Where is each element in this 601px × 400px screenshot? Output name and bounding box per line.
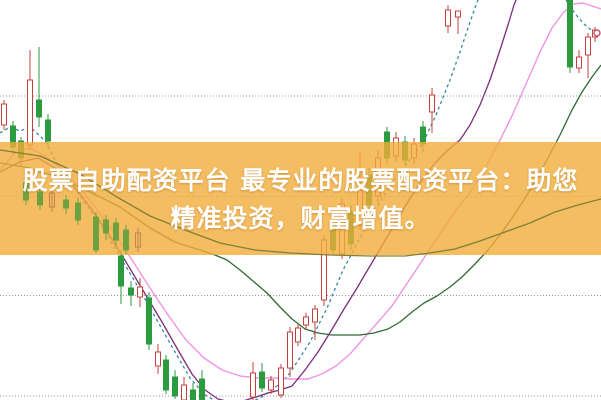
banner-art-candle-body [49, 192, 55, 208]
candle-body [429, 94, 435, 113]
candle-body [268, 379, 274, 391]
line-end-marker [593, 29, 601, 37]
banner-art-candle-body [123, 229, 129, 251]
candle-body [155, 351, 161, 367]
candle-body [303, 316, 309, 326]
candle-body [128, 287, 134, 296]
candle-body [45, 119, 51, 142]
candle-body [287, 331, 293, 369]
candle-body [445, 9, 451, 27]
candle-body [118, 255, 124, 287]
candle-body [420, 126, 426, 145]
candle-body [181, 384, 187, 400]
candle-body [576, 56, 582, 69]
candle-body [199, 378, 205, 400]
candle-body [585, 36, 591, 56]
banner-art-candle-body [93, 216, 99, 251]
candle-body [278, 367, 284, 396]
banner-art-candle-body [113, 222, 119, 241]
banner-art-candle-body [75, 202, 81, 221]
banner-art-candle-body [23, 182, 29, 201]
banner-art-candle-body [103, 219, 109, 234]
candle-body [259, 371, 265, 389]
candle-body [146, 297, 152, 345]
promo-banner-overlay [0, 142, 601, 255]
banner-art-candle-body [135, 232, 141, 248]
candle-body [250, 372, 256, 398]
candle-body [190, 389, 196, 400]
banner-art-candle-body [63, 199, 69, 209]
candle-body [172, 376, 178, 397]
candle-body [567, 0, 573, 68]
candle-body [1, 103, 7, 126]
candle-body [455, 10, 461, 18]
candle-body [163, 359, 169, 391]
candle-body [36, 99, 42, 118]
candle-body [312, 308, 318, 323]
candle-body [27, 79, 33, 146]
banner-art-line-olive [0, 149, 601, 257]
banner-art-candle-body [37, 191, 43, 206]
candle-body [137, 286, 143, 298]
candle-body [295, 327, 301, 343]
